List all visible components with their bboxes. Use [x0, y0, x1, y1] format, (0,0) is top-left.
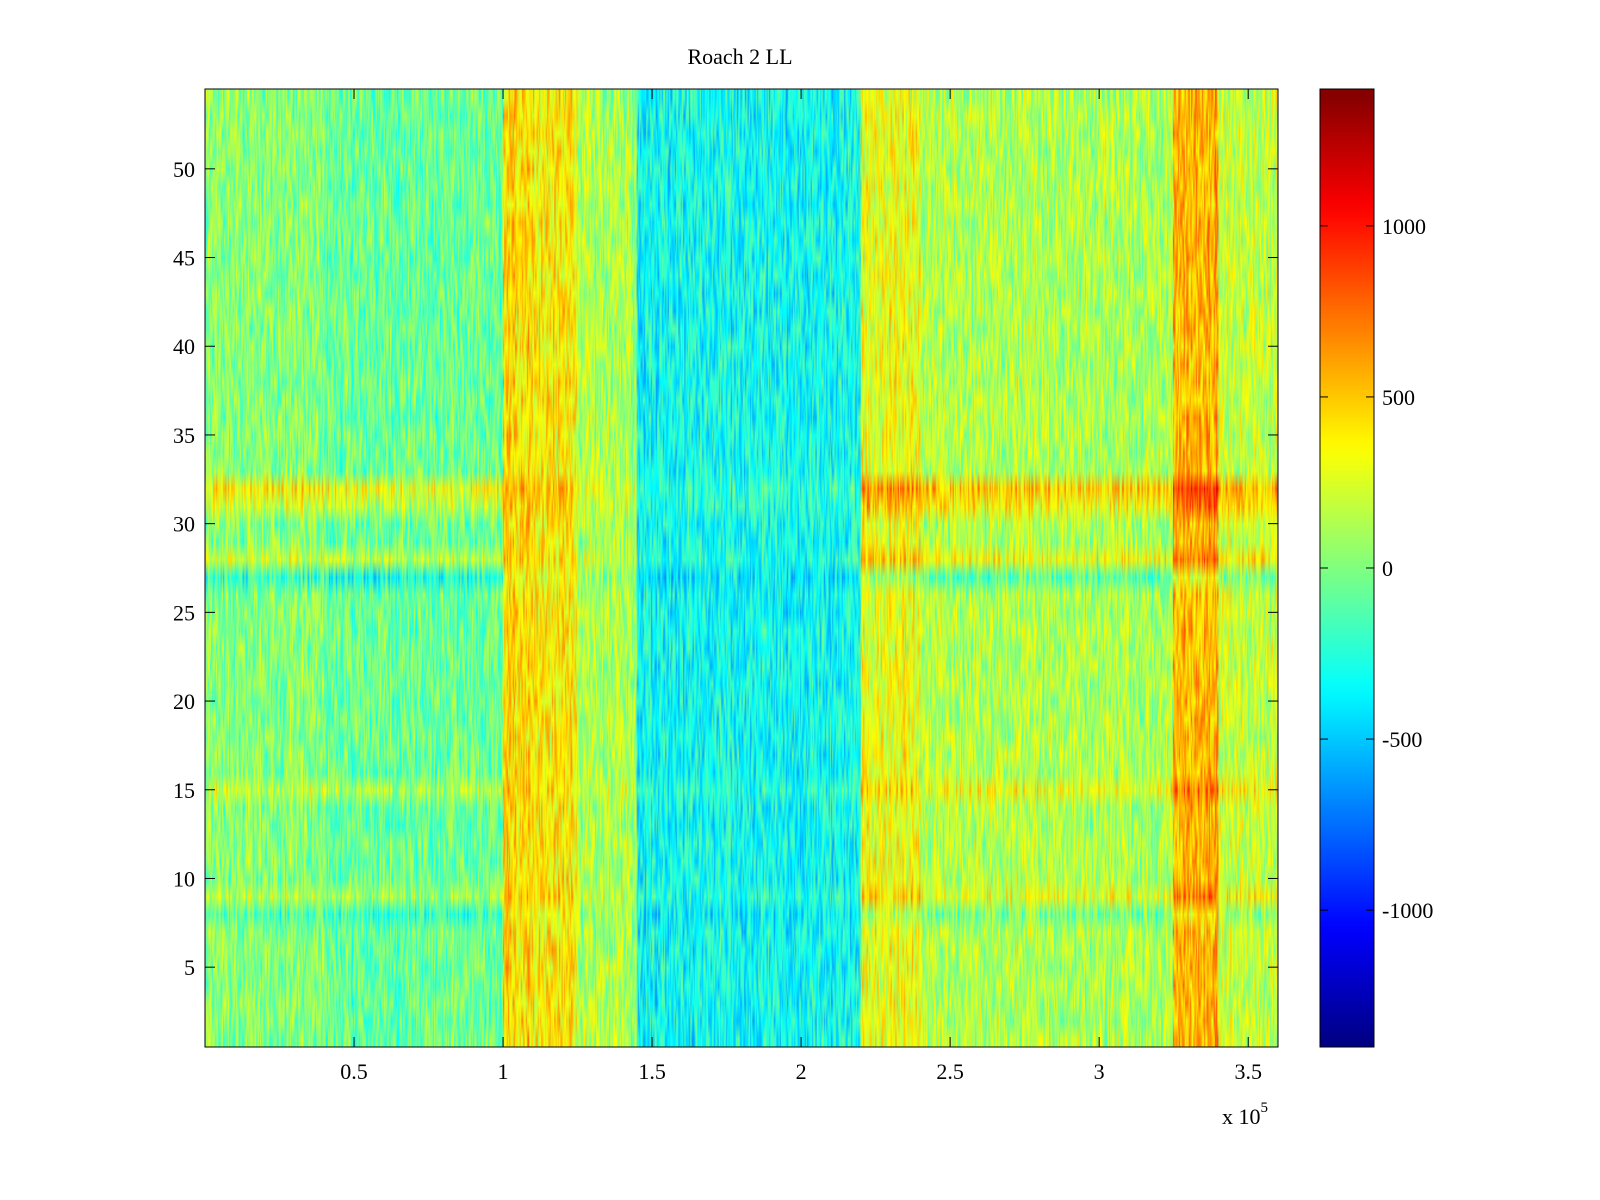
x-axis: 0.5 1 1.5 2 2.5 3 3.5	[340, 89, 1262, 1084]
y-tick-label: 50	[173, 157, 195, 182]
colorbar-tick-label: 1000	[1382, 214, 1426, 239]
x-tick-label: 1	[498, 1059, 509, 1084]
x-tick-label: 2.5	[936, 1059, 964, 1084]
x-exponent-power: 5	[1261, 1100, 1269, 1116]
x-tick-label: 0.5	[340, 1059, 368, 1084]
y-tick-label: 10	[173, 866, 195, 891]
plot-frame	[204, 88, 1279, 1048]
colorbar: 1000 500 0 -500 -1000	[1319, 88, 1433, 1048]
x-exponent-base: x 10	[1222, 1104, 1261, 1129]
colorbar-tick-label: -500	[1382, 727, 1422, 752]
chart-title: Roach 2 LL	[687, 44, 792, 69]
y-tick-label: 15	[173, 778, 195, 803]
x-exponent-label: x 105	[1222, 1100, 1268, 1129]
colorbar-gradient	[1320, 89, 1374, 1047]
y-axis: 5 10 15 20 25 30 35 40 45 50	[173, 157, 1278, 980]
colorbar-ticks: 1000 500 0 -500 -1000	[1320, 214, 1433, 923]
colorbar-tick-label: 0	[1382, 556, 1393, 581]
y-tick-label: 40	[173, 334, 195, 359]
y-tick-label: 30	[173, 512, 195, 537]
colorbar-tick-label: 500	[1382, 385, 1415, 410]
x-tick-label: 3	[1094, 1059, 1105, 1084]
y-tick-label: 25	[173, 600, 195, 625]
colorbar-tick-label: -1000	[1382, 898, 1433, 923]
heatmap-cells	[205, 89, 1278, 1047]
x-tick-label: 1.5	[638, 1059, 666, 1084]
y-tick-label: 45	[173, 246, 195, 271]
y-tick-label: 5	[184, 955, 195, 980]
x-tick-label: 3.5	[1234, 1059, 1262, 1084]
x-tick-label: 2	[796, 1059, 807, 1084]
y-tick-label: 20	[173, 689, 195, 714]
y-tick-label: 35	[173, 423, 195, 448]
heatmap-area	[204, 88, 1279, 1048]
